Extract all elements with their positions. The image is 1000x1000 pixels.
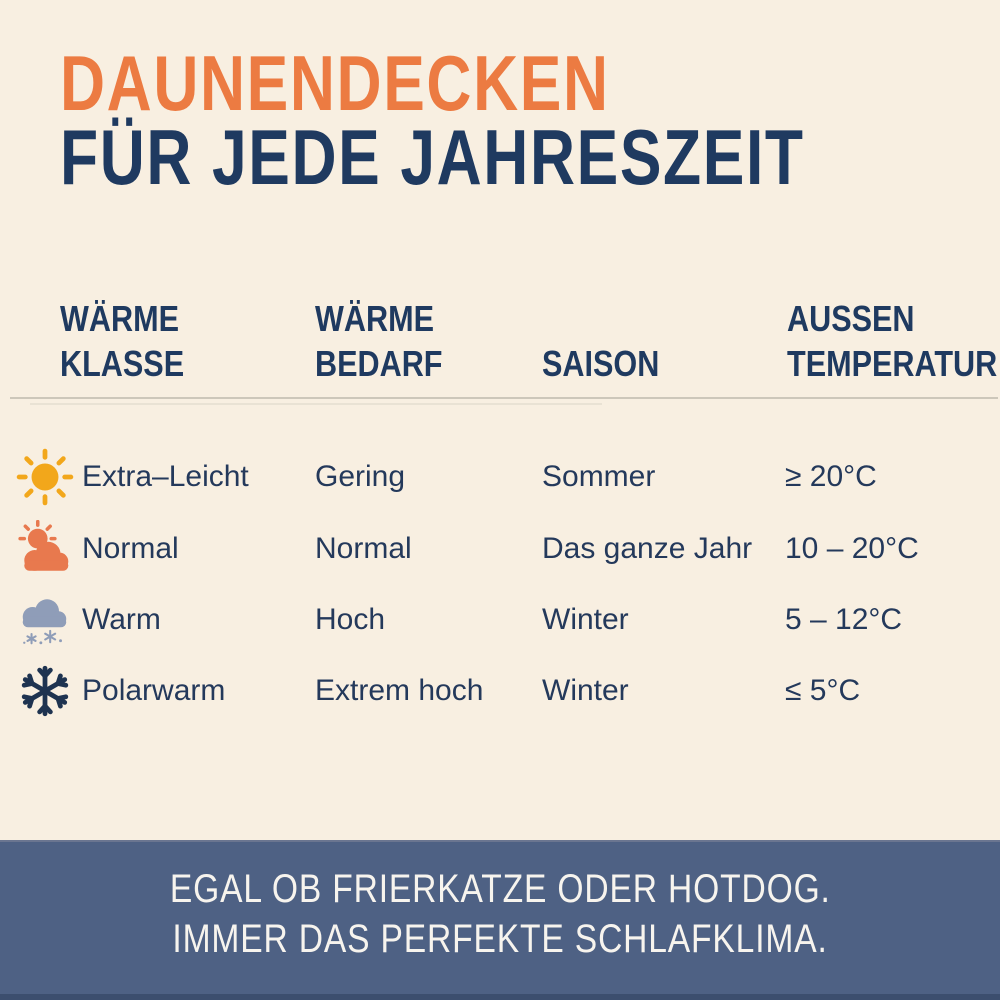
warmth-class-label: Extra–Leicht — [82, 460, 249, 493]
snowflake-icon — [14, 660, 76, 722]
header-line: WÄRME — [315, 298, 434, 339]
season-value: Winter — [542, 603, 629, 636]
temperature-value: 10 – 20°C — [785, 532, 919, 565]
footer-bottom-strip — [0, 994, 1000, 1000]
warmth-class-label: Warm — [82, 603, 161, 636]
season-value: Sommer — [542, 460, 656, 493]
column-header-waerme-klasse: WÄRME KLASSE — [60, 296, 206, 386]
title-line-2: FÜR JEDE JAHRESZEIT — [60, 118, 991, 196]
table-row: Polarwarm Extrem hoch Winter ≤ 5°C — [0, 655, 1000, 727]
footer-tagline-1: EGAL OB FRIERKATZE ODER HOTDOG. — [169, 867, 831, 911]
warmth-class-label: Normal — [82, 532, 179, 565]
title-line-1: DAUNENDECKEN — [60, 44, 747, 122]
table-row: Normal Normal Das ganze Jahr 10 – 20°C — [0, 513, 1000, 585]
warmth-need-value: Normal — [315, 532, 412, 565]
season-value: Das ganze Jahr — [542, 532, 753, 565]
column-header-waerme-bedarf: WÄRME BEDARF — [315, 296, 465, 386]
season-value: Winter — [542, 674, 629, 707]
header-line: AUSSEN — [787, 298, 915, 339]
column-header-saison: SAISON — [542, 296, 680, 386]
header-line: WÄRME — [60, 298, 179, 339]
header-line: SAISON — [542, 343, 660, 384]
warmth-class-label: Polarwarm — [82, 674, 226, 707]
title-text-orange: DAUNENDECKEN — [60, 39, 610, 127]
sun-icon — [14, 446, 76, 508]
header-divider-shadow — [30, 403, 602, 405]
snow-cloud-icon — [14, 589, 76, 651]
header-line: TEMPERATUR — [787, 343, 998, 384]
temperature-value: 5 – 12°C — [785, 603, 903, 636]
table-row: Extra–Leicht Gering Sommer ≥ 20°C — [0, 441, 1000, 513]
header-line: KLASSE — [60, 343, 185, 384]
title-text-navy: FÜR JEDE JAHRESZEIT — [60, 113, 805, 201]
column-header-aussen-temperatur: AUSSEN TEMPERATUR — [787, 296, 1000, 386]
warmth-need-value: Extrem hoch — [315, 674, 484, 707]
sun-cloud-icon — [14, 518, 76, 580]
warmth-need-value: Hoch — [315, 603, 386, 636]
header-line: BEDARF — [315, 343, 443, 384]
temperature-value: ≥ 20°C — [785, 460, 877, 493]
table-row: Warm Hoch Winter 5 – 12°C — [0, 584, 1000, 656]
header-divider-line — [10, 397, 998, 399]
temperature-value: ≤ 5°C — [785, 674, 861, 707]
warmth-need-value: Gering — [315, 460, 406, 493]
footer-banner: EGAL OB FRIERKATZE ODER HOTDOG. IMMER DA… — [0, 840, 1000, 1000]
footer-tagline-2: IMMER DAS PERFEKTE SCHLAFKLIMA. — [172, 917, 828, 961]
